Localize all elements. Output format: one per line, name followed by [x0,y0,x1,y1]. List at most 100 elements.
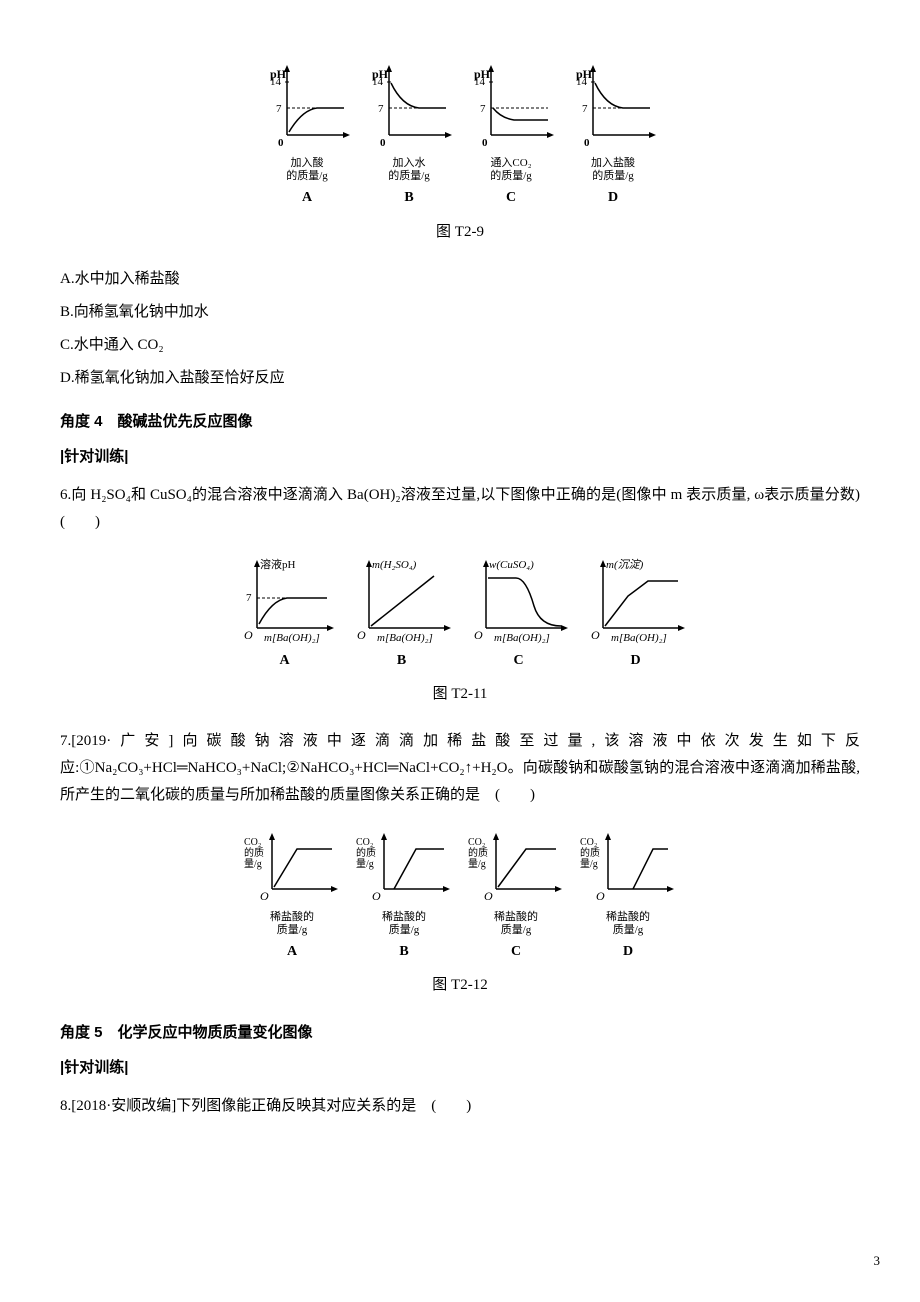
chart-svg-11a: 溶液pH 7 O m[Ba(OH)₂] [232,556,337,646]
origin: 0 [278,137,284,149]
ytick7: 7 [276,103,282,115]
svg-text:O: O [260,889,269,903]
svg-text:m(H₂SO₄): m(H₂SO₄) [372,559,417,571]
chart-id-12d: D [623,939,633,964]
chart-id-c: C [506,185,516,210]
chart-t2-9-b: pH 14 7 0 加入水的质量/g B [364,60,454,211]
ytick14: 14 [270,76,282,88]
figure-t2-12: CO₂ 的质 量/g O 稀盐酸的质量/g A CO₂ 的质 量/g O 稀盐酸… [60,829,860,965]
chart-id-11a: A [279,648,289,673]
svg-text:7: 7 [378,103,384,115]
svg-text:0: 0 [482,137,488,149]
question-8: 8.[2018·安顺改编]下列图像能正确反映其对应关系的是 ( ) [60,1093,860,1120]
chart-svg-c: pH 14 7 0 [466,60,556,155]
chart-id-11c: C [513,648,523,673]
chart-svg-12a: CO₂ 的质 量/g O [242,829,342,909]
option-d: D.稀氢氧化钠加入盐酸至恰好反应 [60,365,860,392]
xlabel-12a: 稀盐酸的质量/g [270,911,314,937]
svg-text:量/g: 量/g [468,858,486,870]
chart-svg-12c: CO₂ 的质 量/g O [466,829,566,909]
chart-svg-11d: m(沉淀) O m[Ba(OH)₂] [583,556,688,646]
svg-text:w(CuSO₄): w(CuSO₄) [489,559,534,571]
question-6: 6.向 H₂SO₄和 CuSO₄的混合溶液中逐滴滴入 Ba(OH)₂溶液至过量,… [60,482,860,536]
xlabel-b: 加入水的质量/g [388,157,430,183]
option-a: A.水中加入稀盐酸 [60,266,860,293]
chart-t2-12-a: CO₂ 的质 量/g O 稀盐酸的质量/g A [242,829,342,965]
caption-t2-11: 图 T2-11 [60,681,860,708]
svg-text:O: O [357,628,366,642]
svg-text:14: 14 [474,76,486,88]
svg-text:CO₂: CO₂ [580,837,597,848]
chart-t2-11-b: m(H₂SO₄) O m[Ba(OH)₂] B [349,556,454,673]
chart-svg-b: pH 14 7 0 [364,60,454,155]
section-5-title: 角度 5 化学反应中物质质量变化图像 [60,1019,860,1046]
svg-text:的质: 的质 [580,846,600,859]
chart-t2-9-a: pH 14 7 0 加入酸的质量/g A [262,60,352,211]
chart-t2-12-b: CO₂ 的质 量/g O 稀盐酸的质量/g B [354,829,454,965]
page-number: 3 [874,1249,881,1272]
chart-t2-9-d: pH 14 7 0 加入盐酸的质量/g D [568,60,658,211]
section-4-title: 角度 4 酸碱盐优先反应图像 [60,408,860,435]
caption-t2-12: 图 T2-12 [60,972,860,999]
chart-id-12b: B [399,939,408,964]
chart-t2-12-d: CO₂ 的质 量/g O 稀盐酸的质量/g D [578,829,678,965]
svg-text:量/g: 量/g [356,858,374,870]
svg-text:O: O [591,628,600,642]
svg-text:14: 14 [576,76,588,88]
practice-label-1: |针对训练| [60,443,860,470]
chart-t2-11-c: w(CuSO₄) O m[Ba(OH)₂] C [466,556,571,673]
svg-text:的质: 的质 [244,846,264,859]
svg-text:0: 0 [584,137,590,149]
chart-id-b: B [404,185,413,210]
svg-text:量/g: 量/g [244,858,262,870]
chart-id-12c: C [511,939,521,964]
xlabel-d: 加入盐酸的质量/g [591,157,635,183]
chart-id-a: A [302,185,312,210]
svg-text:O: O [484,889,493,903]
svg-text:m(沉淀): m(沉淀) [606,558,644,571]
chart-svg-12d: CO₂ 的质 量/g O [578,829,678,909]
question-7: 7.[2019·广安]向碳酸钠溶液中逐滴滴加稀盐酸至过量,该溶液中依次发生如下反… [60,728,860,809]
svg-text:m[Ba(OH)₂]: m[Ba(OH)₂] [611,632,667,644]
xlabel-12d: 稀盐酸的质量/g [606,911,650,937]
chart-t2-11-a: 溶液pH 7 O m[Ba(OH)₂] A [232,556,337,673]
chart-svg-d: pH 14 7 0 [568,60,658,155]
svg-text:溶液pH: 溶液pH [260,557,295,571]
chart-svg-a: pH 14 7 0 [262,60,352,155]
svg-text:7: 7 [246,592,252,604]
xlabel-12c: 稀盐酸的质量/g [494,911,538,937]
figure-t2-9: pH 14 7 0 加入酸的质量/g A pH 14 7 0 加入水的 [60,60,860,211]
svg-text:的质: 的质 [468,846,488,859]
svg-text:CO₂: CO₂ [244,837,261,848]
chart-id-12a: A [287,939,297,964]
practice-label-2: |针对训练| [60,1054,860,1081]
chart-svg-11b: m(H₂SO₄) O m[Ba(OH)₂] [349,556,454,646]
option-c: C.水中通入 CO₂ [60,332,860,359]
svg-text:0: 0 [380,137,386,149]
chart-id-11d: D [630,648,640,673]
caption-t2-9: 图 T2-9 [60,219,860,246]
svg-text:m[Ba(OH)₂]: m[Ba(OH)₂] [377,632,433,644]
xlabel-c: 通入CO₂的质量/g [490,157,532,183]
svg-text:O: O [244,628,253,642]
svg-text:m[Ba(OH)₂]: m[Ba(OH)₂] [264,632,320,644]
chart-id-d: D [608,185,618,210]
chart-t2-11-d: m(沉淀) O m[Ba(OH)₂] D [583,556,688,673]
svg-text:m[Ba(OH)₂]: m[Ba(OH)₂] [494,632,550,644]
chart-svg-11c: w(CuSO₄) O m[Ba(OH)₂] [466,556,571,646]
svg-text:量/g: 量/g [580,858,598,870]
figure-t2-11: 溶液pH 7 O m[Ba(OH)₂] A m(H₂SO₄) O m[Ba(OH… [60,556,860,673]
chart-id-11b: B [397,648,406,673]
svg-text:7: 7 [480,103,486,115]
svg-text:O: O [474,628,483,642]
svg-text:的质: 的质 [356,846,376,859]
svg-text:O: O [372,889,381,903]
chart-t2-9-c: pH 14 7 0 通入CO₂的质量/g C [466,60,556,211]
option-b: B.向稀氢氧化钠中加水 [60,299,860,326]
svg-text:O: O [596,889,605,903]
svg-text:7: 7 [582,103,588,115]
xlabel-12b: 稀盐酸的质量/g [382,911,426,937]
chart-svg-12b: CO₂ 的质 量/g O [354,829,454,909]
xlabel-a: 加入酸的质量/g [286,157,328,183]
svg-text:CO₂: CO₂ [468,837,485,848]
